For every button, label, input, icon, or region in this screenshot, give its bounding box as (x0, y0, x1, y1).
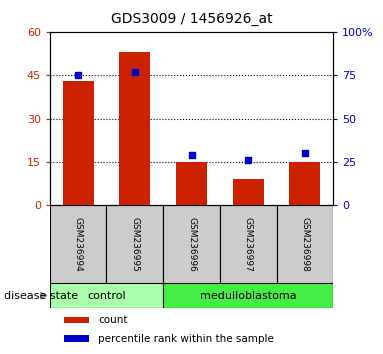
Text: GSM236994: GSM236994 (74, 217, 83, 272)
Text: control: control (87, 291, 126, 301)
Bar (64, 335, 90, 342)
Bar (50, 205, 106, 283)
Bar (119, 52, 151, 205)
Text: percentile rank within the sample: percentile rank within the sample (98, 333, 274, 344)
Bar (163, 205, 220, 283)
Text: GSM236995: GSM236995 (130, 217, 139, 272)
Text: medulloblastoma: medulloblastoma (200, 291, 296, 301)
Point (132, 69, 138, 75)
Bar (277, 205, 333, 283)
Point (75, 72, 81, 78)
Text: GSM236996: GSM236996 (187, 217, 196, 272)
Bar (50, 283, 163, 308)
Bar (220, 205, 277, 283)
Bar (289, 162, 321, 205)
Text: GSM236997: GSM236997 (244, 217, 253, 272)
Text: GDS3009 / 1456926_at: GDS3009 / 1456926_at (111, 12, 272, 27)
Point (245, 158, 251, 163)
Point (188, 152, 195, 158)
Bar (232, 179, 264, 205)
Point (302, 150, 308, 156)
Bar (163, 283, 333, 308)
Bar (62, 81, 94, 205)
Bar (64, 317, 90, 323)
Text: disease state: disease state (4, 291, 78, 301)
Bar (176, 162, 207, 205)
Text: count: count (98, 315, 128, 325)
Bar (106, 205, 163, 283)
Text: GSM236998: GSM236998 (300, 217, 309, 272)
